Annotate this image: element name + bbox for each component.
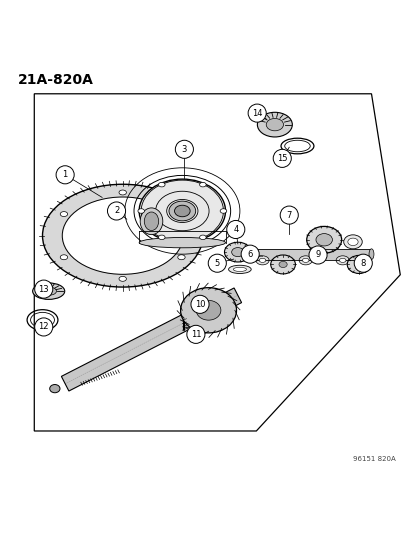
Ellipse shape bbox=[119, 190, 126, 195]
Ellipse shape bbox=[233, 268, 246, 271]
Text: 5: 5 bbox=[214, 259, 219, 268]
Ellipse shape bbox=[343, 235, 361, 249]
Circle shape bbox=[226, 221, 244, 239]
Ellipse shape bbox=[140, 208, 162, 235]
Ellipse shape bbox=[257, 112, 292, 137]
Ellipse shape bbox=[177, 212, 185, 216]
Ellipse shape bbox=[231, 248, 243, 256]
Text: 15: 15 bbox=[276, 154, 287, 163]
Circle shape bbox=[175, 140, 193, 158]
Circle shape bbox=[186, 325, 204, 343]
Ellipse shape bbox=[335, 256, 349, 265]
Ellipse shape bbox=[224, 242, 251, 262]
Text: 6: 6 bbox=[247, 249, 252, 259]
Ellipse shape bbox=[315, 233, 332, 246]
Circle shape bbox=[35, 318, 53, 336]
Ellipse shape bbox=[270, 255, 295, 274]
Ellipse shape bbox=[339, 259, 345, 262]
Text: 12: 12 bbox=[38, 322, 49, 332]
Ellipse shape bbox=[139, 238, 225, 248]
Ellipse shape bbox=[138, 209, 144, 213]
Ellipse shape bbox=[43, 184, 202, 287]
Circle shape bbox=[35, 280, 53, 298]
Ellipse shape bbox=[220, 209, 226, 213]
Ellipse shape bbox=[41, 287, 56, 295]
Ellipse shape bbox=[60, 212, 67, 216]
Text: 13: 13 bbox=[38, 285, 49, 294]
Ellipse shape bbox=[306, 227, 341, 253]
Ellipse shape bbox=[174, 205, 190, 217]
Circle shape bbox=[107, 202, 125, 220]
Ellipse shape bbox=[63, 197, 182, 274]
Polygon shape bbox=[34, 94, 399, 431]
Circle shape bbox=[190, 295, 209, 313]
Polygon shape bbox=[61, 288, 241, 391]
Circle shape bbox=[240, 245, 259, 263]
Text: 4: 4 bbox=[233, 225, 238, 234]
Ellipse shape bbox=[158, 182, 165, 187]
Ellipse shape bbox=[196, 301, 221, 320]
Text: 21A-820A: 21A-820A bbox=[18, 73, 93, 87]
Ellipse shape bbox=[139, 179, 225, 243]
Ellipse shape bbox=[355, 262, 362, 268]
Ellipse shape bbox=[245, 249, 250, 260]
Circle shape bbox=[354, 254, 371, 272]
Text: 1: 1 bbox=[62, 171, 68, 179]
Ellipse shape bbox=[259, 259, 265, 262]
Circle shape bbox=[273, 149, 291, 167]
Ellipse shape bbox=[347, 255, 370, 273]
Text: 8: 8 bbox=[360, 259, 365, 268]
Text: 14: 14 bbox=[252, 109, 262, 118]
Circle shape bbox=[247, 104, 266, 122]
Ellipse shape bbox=[228, 265, 251, 273]
Ellipse shape bbox=[180, 288, 236, 333]
Ellipse shape bbox=[199, 235, 206, 240]
Circle shape bbox=[308, 246, 326, 264]
Text: 3: 3 bbox=[181, 145, 187, 154]
Circle shape bbox=[56, 166, 74, 184]
Ellipse shape bbox=[298, 256, 311, 265]
Text: 9: 9 bbox=[315, 251, 320, 260]
Polygon shape bbox=[247, 249, 370, 260]
Ellipse shape bbox=[347, 238, 357, 246]
Text: 10: 10 bbox=[194, 300, 205, 309]
Ellipse shape bbox=[177, 255, 185, 260]
Ellipse shape bbox=[199, 182, 206, 187]
Circle shape bbox=[280, 206, 298, 224]
Text: 96151 820A: 96151 820A bbox=[353, 456, 395, 462]
Ellipse shape bbox=[255, 256, 268, 265]
Ellipse shape bbox=[368, 249, 373, 260]
Text: 7: 7 bbox=[286, 211, 291, 220]
Ellipse shape bbox=[33, 283, 64, 300]
Text: 2: 2 bbox=[114, 206, 119, 215]
Text: 11: 11 bbox=[190, 330, 201, 339]
Ellipse shape bbox=[301, 259, 308, 262]
Ellipse shape bbox=[119, 277, 126, 281]
Ellipse shape bbox=[50, 384, 60, 393]
Circle shape bbox=[208, 254, 226, 272]
Ellipse shape bbox=[158, 235, 165, 240]
Ellipse shape bbox=[169, 201, 195, 221]
Ellipse shape bbox=[266, 118, 283, 131]
Ellipse shape bbox=[144, 212, 158, 230]
Ellipse shape bbox=[60, 255, 67, 260]
Ellipse shape bbox=[278, 261, 287, 268]
